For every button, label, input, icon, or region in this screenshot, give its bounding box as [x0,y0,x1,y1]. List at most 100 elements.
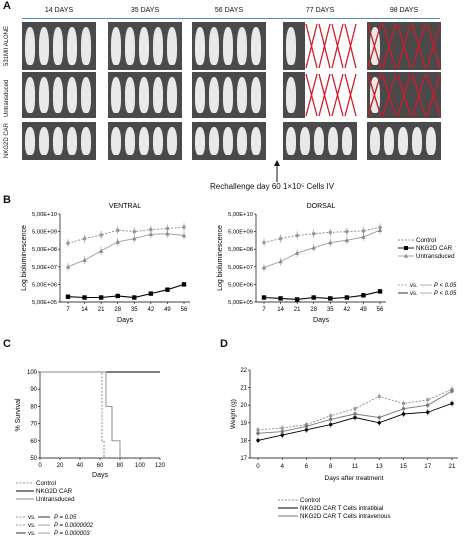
data-point [115,293,120,299]
mouse-body [53,127,63,155]
cross-mark-line [367,23,382,69]
legend-label: Control [300,497,320,504]
mouse-body [25,77,35,113]
mouse-body [81,127,91,155]
y-tick-label: 5,00E+10 [228,212,253,218]
x-tick-label: 0 [256,463,260,470]
legend-marker [404,253,408,258]
data-point [165,226,170,231]
mouse-body [67,77,77,113]
data-point [82,236,87,241]
data-point [148,291,154,296]
cross-mark-line [396,23,412,69]
x-tick-label: 20 [57,463,64,469]
x-tick-label: 0 [38,463,42,469]
x-tick-label: 7 [66,307,70,313]
mouse-image [22,22,96,70]
data-point [377,227,383,233]
mouse-body [195,77,205,113]
mouse-body [167,27,177,65]
data-point [294,297,300,302]
mouse-body [300,127,310,155]
y-tick-label: 19 [240,421,247,427]
x-tick-label: 15 [400,463,407,470]
cross-mark-line [318,73,331,117]
x-tick-label: 60 [97,463,104,469]
mouse-image [283,72,305,118]
data-point [401,412,406,416]
cross-mark-line [367,73,382,117]
legend-vs: vs. [410,283,418,289]
x-tick-label: 35 [131,307,138,313]
x-tick-label: 21 [294,307,301,313]
series-line-untransduced [263,229,381,269]
data-point [426,410,430,414]
y-tick-label: 5,00E+06 [228,282,253,288]
mouse-body [153,77,163,113]
legend-vs: vs. [28,523,36,529]
x-tick-label: 28 [310,307,317,313]
legend-pvalue: P < 0.05 [434,291,457,297]
y-tick-label: 20 [240,403,247,409]
y-axis-label: Log bioluminescence [21,225,28,291]
y-axis-label: Weight (g) [230,399,237,429]
series-line-nkg2d-car [67,283,185,299]
data-point [377,415,381,420]
data-point [261,265,267,270]
mouse-image [192,72,266,118]
mouse-image [192,22,266,70]
data-point [294,250,300,255]
mouse-body [153,27,163,65]
row-label-untransduced: Untransduced [4,79,10,117]
legend-label: Untransduced [416,253,455,260]
x-tick-label: 56 [377,307,384,313]
data-point [181,233,187,238]
mouse-body [139,27,149,65]
data-point [295,233,299,238]
data-point [115,228,120,233]
x-tick-label: 35 [327,307,334,313]
day-label-98: 98 DAYS [389,7,419,14]
mouse-image [108,72,182,118]
legend-vs: vs. [28,531,36,537]
data-point [280,426,284,430]
legend-vs: vs. [410,291,418,297]
mouse-body [209,77,219,113]
y-tick-label: 21 [240,386,247,392]
x-tick-label: 14 [277,307,284,313]
data-point [256,431,260,436]
data-point [98,295,104,300]
series-line-control [67,226,185,244]
day-label-35: 35 DAYS [130,7,160,14]
data-point [344,237,350,243]
legend-pvalue: P = 0.05 [54,515,77,521]
mouse-body [125,77,135,113]
data-point [377,394,381,399]
legend-label: NKG2D CAR [36,488,73,495]
mouse-body [67,27,77,65]
x-tick-label: 42 [344,307,351,313]
x-tick-label: 8 [329,463,333,470]
data-point [65,264,71,269]
data-point [149,227,153,232]
y-axis-label: % Survival [15,398,22,432]
y-tick-label: 50 [30,456,37,462]
row-label-nkg2d-car: NKG2D CAR [4,122,10,158]
y-tick-label: 5,00E+09 [228,230,253,236]
data-point [304,424,309,429]
cross-mark-line [426,23,441,69]
cross-mark-line [396,73,412,117]
y-tick-label: 90 [30,387,37,393]
y-tick-label: 17 [240,456,247,462]
data-point [181,282,187,287]
x-tick-label: 80 [117,463,124,469]
cross-mark-line [411,73,426,117]
legend-label: Control [416,237,436,244]
data-point [353,412,357,416]
chart-title: VENTRAL [109,203,141,210]
cross-mark-line [426,73,441,117]
day-label-56: 56 DAYS [214,7,244,14]
data-point [278,236,283,241]
data-point [311,245,316,250]
mouse-body [195,127,205,155]
